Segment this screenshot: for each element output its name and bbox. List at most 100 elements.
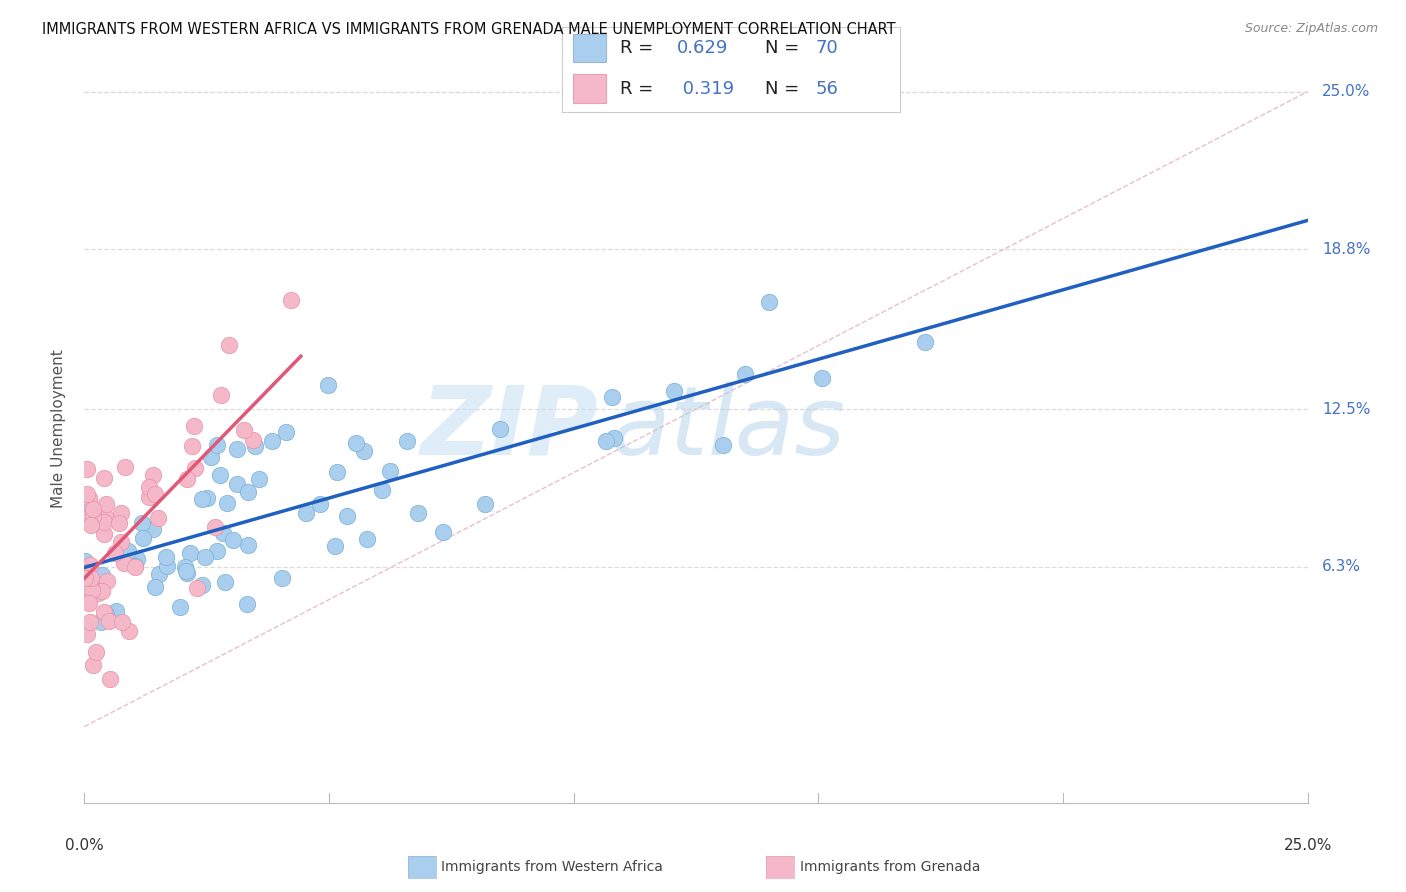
Point — [353, 443, 375, 458]
Point — [75, 566, 97, 581]
Point — [127, 551, 149, 566]
Point — [76, 565, 98, 579]
Point — [118, 624, 141, 639]
Text: 0.629: 0.629 — [678, 39, 728, 57]
Point — [143, 487, 166, 501]
Bar — [572, 34, 606, 62]
Bar — [572, 74, 606, 103]
Point — [82, 501, 104, 516]
Point — [218, 338, 240, 352]
Point — [309, 497, 332, 511]
Point — [94, 498, 117, 512]
Point — [82, 508, 104, 523]
Point — [195, 491, 218, 505]
Point — [595, 434, 617, 449]
Text: Immigrants from Grenada: Immigrants from Grenada — [800, 860, 980, 874]
Point — [602, 390, 624, 404]
Point — [80, 518, 103, 533]
Point — [117, 544, 139, 558]
Point — [112, 556, 135, 570]
Text: Source: ZipAtlas.com: Source: ZipAtlas.com — [1244, 22, 1378, 36]
Point — [316, 378, 339, 392]
Text: 18.8%: 18.8% — [1322, 242, 1371, 257]
Point — [98, 673, 121, 687]
Point — [217, 496, 239, 510]
Point — [169, 600, 191, 615]
Text: R =: R = — [620, 39, 659, 57]
Point — [138, 490, 160, 504]
Point — [145, 580, 167, 594]
Point — [295, 506, 318, 520]
Point — [96, 574, 118, 589]
Text: ZIP: ZIP — [420, 382, 598, 475]
Point — [395, 434, 418, 448]
Point — [76, 512, 98, 526]
Text: 56: 56 — [815, 79, 838, 97]
Point — [208, 467, 231, 482]
Point — [662, 384, 685, 398]
Point — [232, 424, 254, 438]
Point — [236, 538, 259, 552]
Point — [90, 583, 112, 598]
Text: 0.0%: 0.0% — [65, 838, 104, 854]
Point — [142, 468, 165, 483]
Point — [111, 615, 134, 630]
Point — [184, 460, 207, 475]
Text: 12.5%: 12.5% — [1322, 401, 1371, 417]
Point — [811, 371, 834, 385]
Point — [236, 484, 259, 499]
Point — [336, 509, 359, 524]
Point — [148, 567, 170, 582]
Point — [176, 472, 198, 486]
Point — [86, 583, 108, 598]
Point — [378, 464, 401, 478]
Point — [155, 549, 177, 564]
Point — [371, 483, 394, 498]
Point — [191, 492, 214, 507]
Point — [93, 527, 115, 541]
Point — [346, 436, 368, 450]
Point — [226, 476, 249, 491]
Point — [79, 499, 101, 513]
Point — [79, 615, 101, 630]
Point — [190, 578, 212, 592]
Point — [93, 605, 115, 619]
Point — [214, 575, 236, 590]
Point — [226, 442, 249, 456]
Point — [97, 615, 120, 629]
Point — [90, 567, 112, 582]
Point — [276, 425, 298, 439]
Point — [711, 438, 734, 452]
Point — [212, 525, 235, 540]
Point — [204, 520, 226, 534]
Text: N =: N = — [765, 39, 804, 57]
Point — [73, 571, 96, 585]
Point — [205, 438, 228, 452]
Text: Immigrants from Western Africa: Immigrants from Western Africa — [441, 860, 664, 874]
Point — [124, 559, 146, 574]
Point — [77, 491, 100, 505]
Text: 6.3%: 6.3% — [1322, 559, 1361, 574]
Point — [326, 465, 349, 479]
Point — [180, 439, 202, 453]
Point — [173, 560, 195, 574]
Point — [110, 535, 132, 549]
Point — [124, 560, 146, 574]
Point — [243, 439, 266, 453]
Text: 25.0%: 25.0% — [1322, 84, 1371, 99]
Point — [200, 450, 222, 465]
Text: 0.319: 0.319 — [678, 79, 734, 97]
Point — [236, 597, 259, 611]
Point — [96, 511, 118, 525]
Point — [132, 531, 155, 545]
Point — [104, 604, 127, 618]
Point — [406, 506, 429, 520]
Text: 70: 70 — [815, 39, 838, 57]
Point — [156, 558, 179, 573]
Point — [183, 419, 205, 434]
Point — [110, 506, 132, 520]
Text: atlas: atlas — [610, 382, 845, 475]
Point — [76, 510, 98, 524]
Point — [82, 657, 104, 672]
Point — [271, 571, 294, 585]
